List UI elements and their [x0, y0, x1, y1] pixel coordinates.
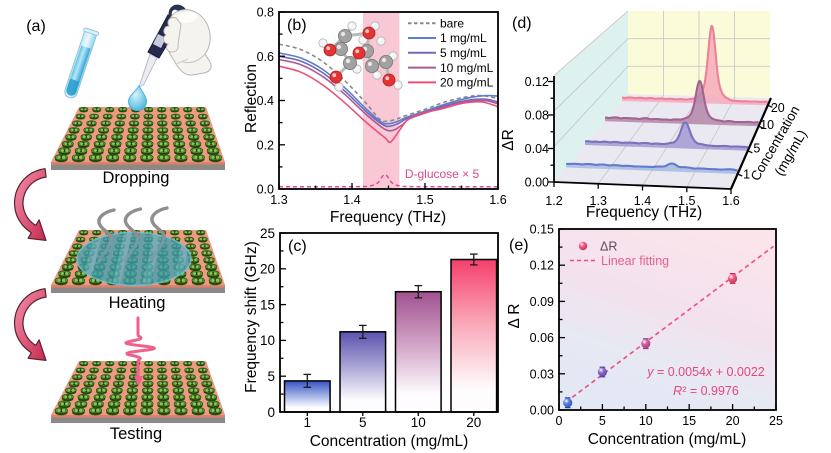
- svg-text:1.4: 1.4: [634, 194, 651, 208]
- svg-text:0.6: 0.6: [257, 50, 274, 64]
- svg-text:1.5: 1.5: [678, 194, 695, 208]
- svg-text:(c): (c): [288, 238, 307, 255]
- svg-text:10: 10: [260, 333, 275, 348]
- svg-text:(d): (d): [512, 15, 532, 32]
- svg-text:20: 20: [726, 414, 740, 428]
- svg-text:5: 5: [267, 369, 275, 384]
- svg-text:D-glucose × 5: D-glucose × 5: [405, 167, 480, 181]
- svg-text:0.00: 0.00: [525, 176, 549, 190]
- svg-text:0: 0: [267, 405, 275, 420]
- svg-text:0.12: 0.12: [530, 259, 554, 273]
- svg-text:0: 0: [556, 414, 563, 428]
- svg-text:0.09: 0.09: [530, 295, 554, 309]
- svg-text:20 mg/mL: 20 mg/mL: [440, 76, 494, 90]
- svg-text:25: 25: [769, 414, 783, 428]
- svg-text:1: 1: [304, 415, 312, 430]
- svg-text:R² = 0.9976: R² = 0.9976: [673, 384, 739, 398]
- svg-text:Frequency shift (GHz): Frequency shift (GHz): [243, 241, 260, 393]
- svg-text:Frequency (THz): Frequency (THz): [330, 209, 446, 226]
- svg-text:20: 20: [260, 262, 275, 277]
- svg-text:0.00: 0.00: [530, 404, 554, 418]
- svg-text:0.08: 0.08: [525, 109, 549, 123]
- svg-text:Concentration (mg/mL): Concentration (mg/mL): [310, 433, 469, 450]
- svg-text:Linear fitting: Linear fitting: [601, 254, 669, 268]
- svg-text:1.3: 1.3: [590, 194, 607, 208]
- svg-text:10: 10: [760, 118, 774, 132]
- svg-text:Heating: Heating: [109, 294, 166, 312]
- svg-text:0.03: 0.03: [530, 367, 554, 381]
- svg-text:0.4: 0.4: [257, 94, 274, 108]
- svg-text:0.06: 0.06: [530, 331, 554, 345]
- svg-text:1.6: 1.6: [489, 193, 506, 207]
- svg-text:0.04: 0.04: [525, 142, 549, 156]
- svg-text:1.2: 1.2: [545, 194, 562, 208]
- svg-text:ΔR: ΔR: [500, 129, 517, 151]
- svg-text:10: 10: [411, 415, 426, 430]
- svg-text:10 mg/mL: 10 mg/mL: [440, 61, 494, 75]
- svg-text:ΔR: ΔR: [600, 240, 617, 254]
- svg-text:5: 5: [599, 414, 606, 428]
- svg-text:5: 5: [753, 141, 760, 155]
- svg-text:1: 1: [743, 167, 750, 181]
- svg-text:Reflection: Reflection: [243, 64, 260, 133]
- svg-text:1.5: 1.5: [416, 193, 433, 207]
- svg-text:0.0: 0.0: [257, 183, 274, 197]
- svg-text:Δ R: Δ R: [506, 304, 523, 329]
- svg-text:Concentration (mg/mL): Concentration (mg/mL): [588, 431, 747, 448]
- svg-text:15: 15: [260, 297, 275, 312]
- svg-text:Dropping: Dropping: [103, 169, 170, 187]
- svg-text:(b): (b): [287, 17, 307, 34]
- svg-text:Frequency (THz): Frequency (THz): [586, 204, 702, 221]
- svg-text:0.2: 0.2: [257, 138, 274, 152]
- svg-text:1 mg/mL: 1 mg/mL: [440, 31, 487, 45]
- svg-text:5: 5: [359, 415, 367, 430]
- svg-text:20: 20: [466, 415, 481, 430]
- svg-text:(e): (e): [509, 237, 529, 254]
- svg-text:10: 10: [639, 414, 653, 428]
- svg-text:0.8: 0.8: [257, 6, 274, 20]
- svg-text:y = 0.0054x + 0.0022: y = 0.0054x + 0.0022: [646, 365, 765, 379]
- svg-text:25: 25: [260, 226, 275, 241]
- svg-text:Testing: Testing: [110, 425, 162, 443]
- svg-text:0.12: 0.12: [525, 75, 549, 89]
- svg-text:1.4: 1.4: [343, 193, 360, 207]
- svg-text:bare: bare: [440, 16, 464, 30]
- svg-text:5 mg/mL: 5 mg/mL: [440, 46, 487, 60]
- svg-text:0.15: 0.15: [530, 223, 554, 237]
- svg-text:1.6: 1.6: [722, 194, 739, 208]
- svg-text:15: 15: [682, 414, 696, 428]
- svg-text:20: 20: [771, 101, 785, 115]
- svg-text:(a): (a): [26, 18, 46, 35]
- svg-text:1.3: 1.3: [270, 193, 287, 207]
